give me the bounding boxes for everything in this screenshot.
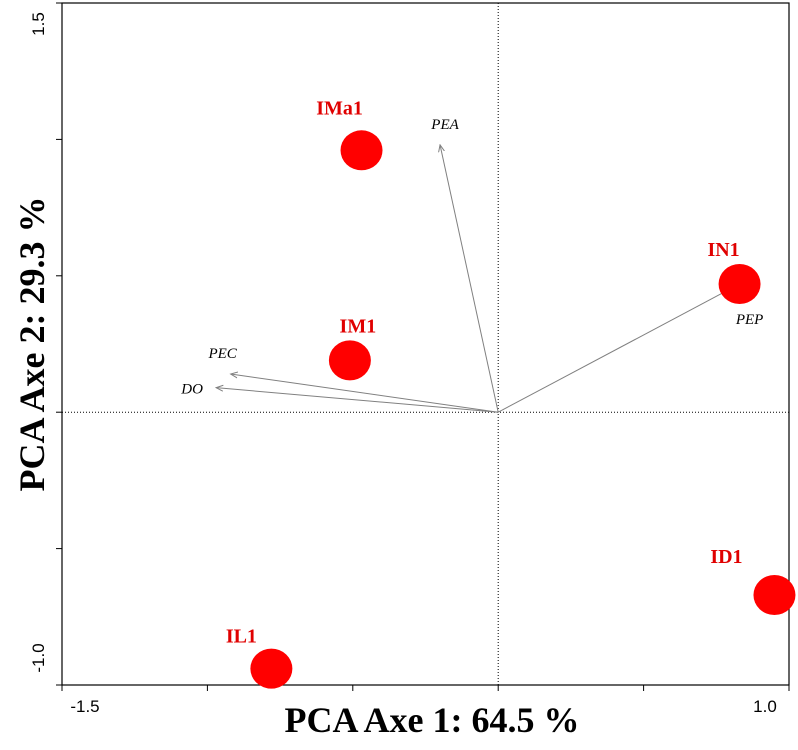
origin-lines (62, 3, 789, 685)
site-point-ima1 (340, 130, 383, 171)
variable-arrows: PEA PEP PEC DO (180, 117, 764, 413)
variable-label-pea: PEA (430, 117, 459, 133)
y-tick-label-max: 1.5 (29, 12, 48, 36)
variable-arrow-do (216, 388, 499, 413)
site-points: IMa1 IN1 IM1 ID1 IL1 (226, 97, 796, 689)
site-label-im1: IM1 (340, 315, 377, 337)
site-label-id1: ID1 (710, 546, 742, 568)
x-tick-label-max: 1.0 (753, 697, 777, 716)
variable-label-pec: PEC (207, 346, 237, 362)
site-point-il1 (250, 648, 293, 689)
site-label-in1: IN1 (707, 239, 739, 261)
variable-label-pep: PEP (735, 312, 764, 328)
site-label-il1: IL1 (226, 626, 257, 648)
site-point-im1 (328, 340, 371, 381)
y-axis-title: PCA Axe 2: 29.3 % (12, 197, 52, 492)
x-tick-label-min: -1.5 (70, 697, 99, 716)
axis-ticks (56, 2, 790, 691)
site-point-id1 (753, 574, 796, 615)
site-label-ima1: IMa1 (316, 97, 363, 119)
variable-arrow-pea (440, 145, 499, 413)
site-point-in1 (718, 263, 761, 304)
variable-arrow-pec (231, 374, 499, 413)
plot-frame (61, 2, 790, 686)
y-tick-label-min: -1.0 (29, 643, 48, 672)
variable-label-do: DO (180, 382, 203, 398)
variable-arrow-pep (497, 284, 739, 413)
x-axis-title: PCA Axe 1: 64.5 % (285, 700, 580, 740)
